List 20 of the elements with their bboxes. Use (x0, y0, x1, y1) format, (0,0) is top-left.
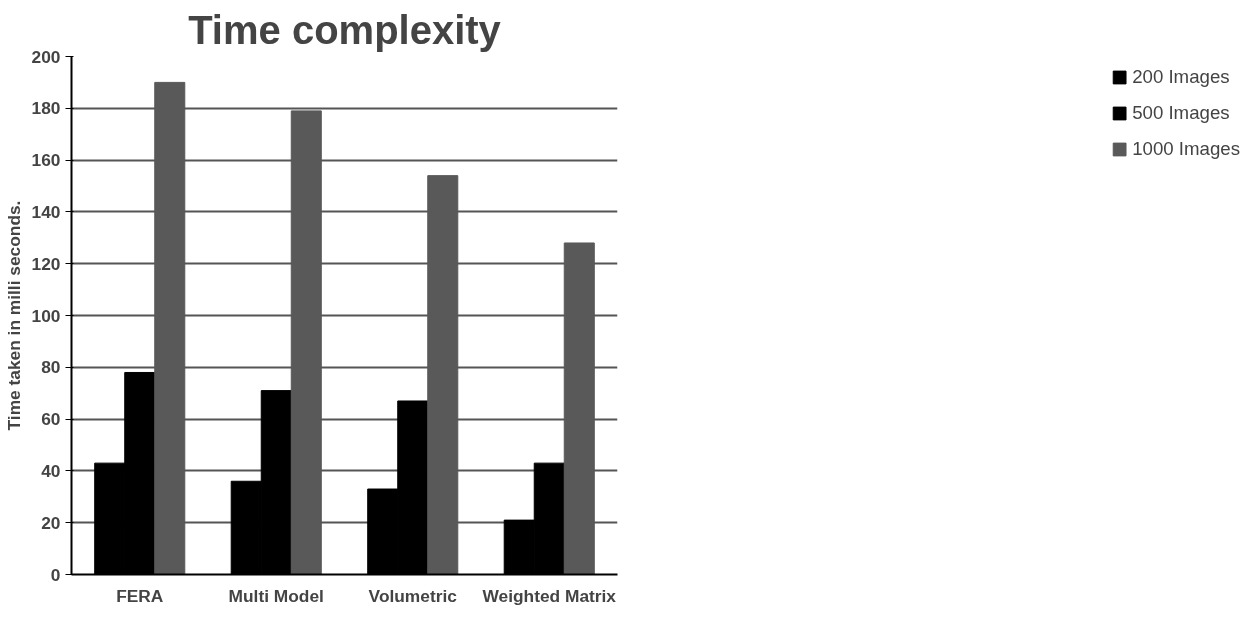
y-tick-label: 20 (41, 512, 61, 533)
chart-title: Time complexity (188, 7, 502, 52)
y-tick-label: 0 (50, 564, 61, 585)
legend-label: 200 Images (1132, 66, 1230, 88)
x-tick-label: Volumetric (368, 585, 458, 606)
y-tick-label: 140 (31, 201, 61, 222)
y-tick-label: 100 (31, 305, 61, 326)
y-tick-label: 160 (31, 150, 61, 171)
y-tick-label: 180 (31, 98, 61, 119)
y-tick-label: 60 (41, 409, 61, 430)
y-tick-label: 40 (41, 460, 61, 481)
y-tick-label: 120 (31, 253, 61, 274)
y-tick-label: 80 (41, 357, 61, 378)
y-tick-label: 200 (31, 46, 61, 67)
legend-label: 500 Images (1132, 102, 1230, 124)
legend-label: 1000 Images (1132, 138, 1240, 160)
x-tick-label: Multi Model (228, 585, 324, 606)
y-axis-title: Time taken in milli seconds. (3, 200, 24, 431)
x-tick-label: FERA (116, 585, 164, 606)
x-tick-label: Weighted Matrix (482, 585, 617, 606)
